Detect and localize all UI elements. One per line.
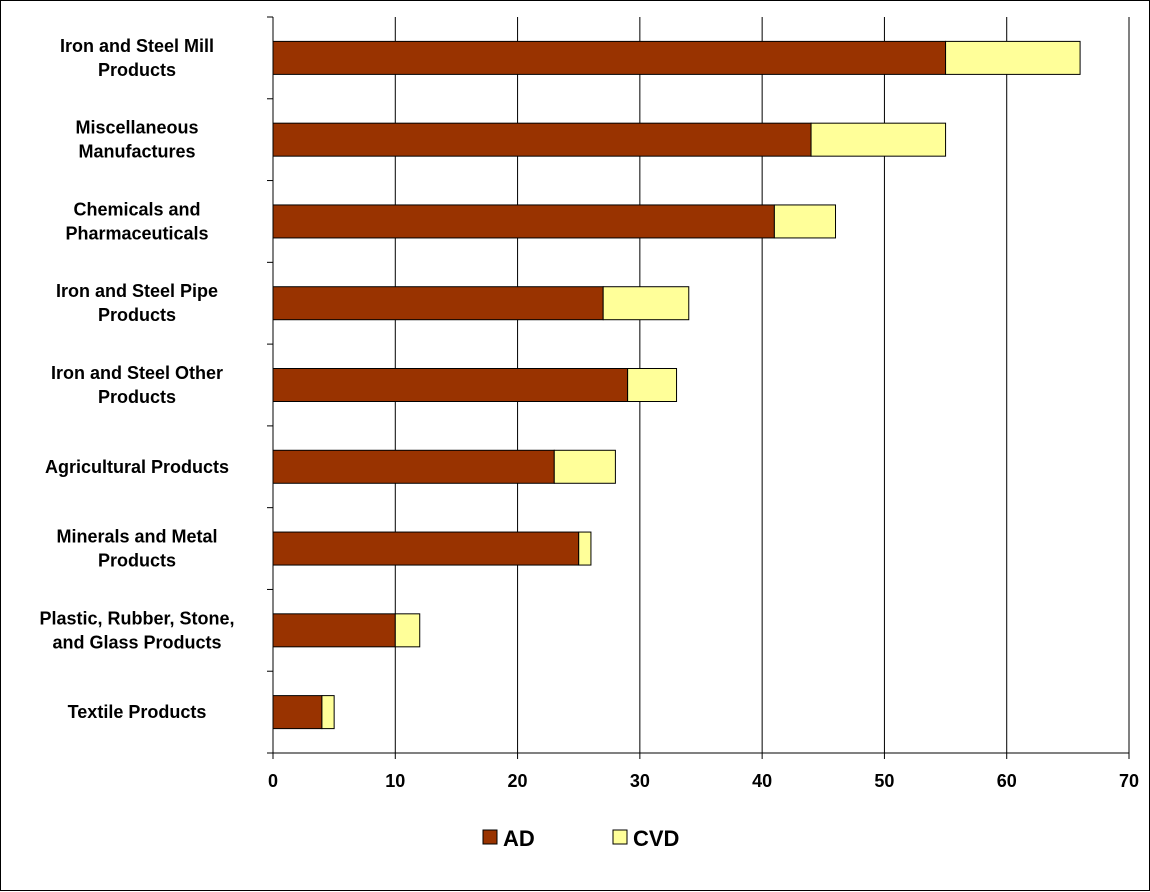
bar-cvd <box>321 695 335 730</box>
category-labels: Iron and Steel Mill Products Miscellaneous… <box>39 36 234 722</box>
x-tick-label: 10 <box>385 771 405 791</box>
category-label: Chemicals and <box>73 199 200 219</box>
bar-ad <box>272 449 555 484</box>
bar-ad <box>272 613 396 648</box>
category-label: Plastic, Rubber, Stone, <box>39 608 234 628</box>
category-label: Pharmaceuticals <box>65 223 208 243</box>
bar-cvd <box>394 613 421 648</box>
category-label: Iron and Steel Other <box>51 363 223 383</box>
category-label: and Glass Products <box>52 632 221 652</box>
legend-swatch-ad <box>482 829 498 845</box>
legend-swatch-cvd <box>612 829 628 845</box>
bar-ad <box>272 122 812 157</box>
category-label: Minerals and Metal <box>56 527 217 547</box>
category-label: Products <box>98 305 176 325</box>
x-tick-label: 50 <box>874 771 894 791</box>
legend: AD CVD <box>482 826 679 851</box>
x-tick-labels: 0 10 20 30 40 50 60 70 <box>268 771 1139 791</box>
x-tick-label: 60 <box>997 771 1017 791</box>
bar-cvd <box>578 531 592 566</box>
category-label: Products <box>98 551 176 571</box>
bar-cvd <box>773 204 837 239</box>
x-tick-label: 30 <box>630 771 650 791</box>
category-label: Products <box>98 60 176 80</box>
category-label: Miscellaneous <box>75 118 198 138</box>
bar-cvd <box>945 40 1081 75</box>
bar-ad <box>272 368 629 402</box>
legend-label-cvd: CVD <box>633 826 679 851</box>
bar-ad <box>272 40 947 75</box>
axes <box>267 16 1130 759</box>
category-label: Textile Products <box>68 702 207 722</box>
bar-ad <box>272 695 323 730</box>
bar-cvd <box>602 286 690 321</box>
bar-cvd <box>553 449 616 484</box>
bar-cvd <box>627 368 678 402</box>
bars <box>272 40 1081 730</box>
x-tick-label: 70 <box>1119 771 1139 791</box>
category-label: Iron and Steel Pipe <box>56 281 218 301</box>
bar-ad <box>272 286 604 321</box>
x-tick-label: 20 <box>508 771 528 791</box>
category-label: Manufactures <box>78 142 195 162</box>
bar-cvd <box>810 122 947 157</box>
bar-ad <box>272 531 580 566</box>
category-label: Iron and Steel Mill <box>60 36 214 56</box>
x-tick-label: 0 <box>268 771 278 791</box>
legend-label-ad: AD <box>503 826 535 851</box>
x-tick-label: 40 <box>752 771 772 791</box>
bar-ad <box>272 204 775 239</box>
category-label: Products <box>98 387 176 407</box>
category-label: Agricultural Products <box>45 457 229 477</box>
